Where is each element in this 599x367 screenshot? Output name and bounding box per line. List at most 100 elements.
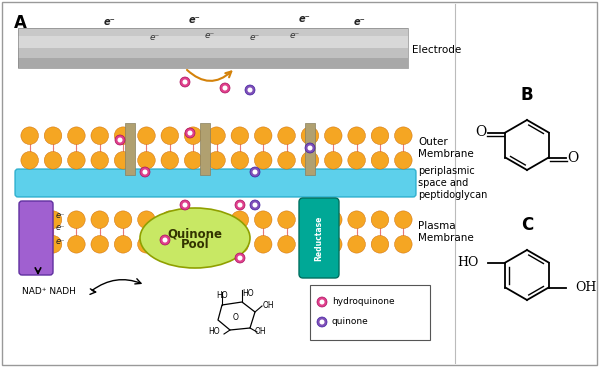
Circle shape	[317, 297, 327, 307]
Text: OH: OH	[255, 327, 267, 336]
FancyBboxPatch shape	[299, 198, 339, 278]
Circle shape	[238, 203, 242, 207]
Circle shape	[183, 80, 187, 84]
Circle shape	[305, 143, 315, 153]
Circle shape	[114, 127, 132, 145]
Circle shape	[371, 211, 389, 229]
Circle shape	[183, 203, 187, 207]
Text: e⁻: e⁻	[104, 17, 116, 27]
Circle shape	[68, 152, 85, 169]
Bar	[310, 285, 430, 340]
Circle shape	[185, 128, 195, 138]
Circle shape	[301, 127, 319, 145]
FancyArrowPatch shape	[187, 70, 231, 81]
Bar	[125, 123, 135, 175]
Circle shape	[208, 152, 225, 169]
Circle shape	[161, 152, 179, 169]
Circle shape	[231, 127, 249, 145]
Circle shape	[114, 152, 132, 169]
Circle shape	[161, 211, 179, 229]
Ellipse shape	[140, 208, 250, 268]
Circle shape	[114, 236, 132, 253]
Circle shape	[278, 211, 295, 229]
Circle shape	[161, 127, 179, 145]
Circle shape	[143, 170, 147, 174]
Circle shape	[255, 236, 272, 253]
Circle shape	[308, 146, 312, 150]
Text: e⁻: e⁻	[189, 15, 201, 25]
Circle shape	[44, 211, 62, 229]
Circle shape	[208, 127, 225, 145]
Text: O: O	[476, 126, 487, 139]
Circle shape	[250, 200, 260, 210]
Circle shape	[21, 152, 38, 169]
Circle shape	[138, 152, 155, 169]
Text: Reductase: Reductase	[314, 215, 323, 261]
Bar	[18, 28, 408, 68]
Circle shape	[21, 211, 38, 229]
Circle shape	[118, 138, 122, 142]
Text: HO: HO	[216, 291, 228, 300]
Bar	[200, 123, 210, 175]
Text: B: B	[521, 86, 533, 104]
Bar	[18, 28, 408, 36]
Circle shape	[395, 211, 412, 229]
Circle shape	[255, 127, 272, 145]
Bar	[305, 123, 315, 175]
Circle shape	[278, 152, 295, 169]
FancyBboxPatch shape	[15, 169, 416, 197]
Circle shape	[231, 152, 249, 169]
Text: e⁻: e⁻	[56, 237, 65, 247]
Circle shape	[348, 236, 365, 253]
Circle shape	[231, 211, 249, 229]
Circle shape	[21, 127, 38, 145]
Text: Plasma
Membrane: Plasma Membrane	[418, 221, 474, 243]
Circle shape	[44, 127, 62, 145]
Text: O: O	[233, 312, 239, 321]
Circle shape	[138, 127, 155, 145]
Circle shape	[231, 236, 249, 253]
Circle shape	[348, 152, 365, 169]
Circle shape	[255, 152, 272, 169]
Circle shape	[184, 127, 202, 145]
Circle shape	[180, 200, 190, 210]
Circle shape	[220, 83, 230, 93]
Text: e⁻: e⁻	[250, 33, 260, 43]
Circle shape	[348, 127, 365, 145]
Circle shape	[180, 77, 190, 87]
Text: e⁻: e⁻	[205, 32, 215, 40]
Circle shape	[371, 127, 389, 145]
Circle shape	[235, 253, 245, 263]
Circle shape	[68, 211, 85, 229]
Text: e⁻: e⁻	[56, 211, 65, 219]
Circle shape	[301, 152, 319, 169]
Text: e⁻: e⁻	[354, 17, 366, 27]
Circle shape	[91, 152, 108, 169]
Circle shape	[68, 236, 85, 253]
Circle shape	[371, 152, 389, 169]
Circle shape	[325, 211, 342, 229]
Bar	[18, 48, 408, 58]
Circle shape	[320, 320, 324, 324]
Circle shape	[301, 236, 319, 253]
Text: Outer
Membrane: Outer Membrane	[418, 137, 474, 159]
Circle shape	[278, 236, 295, 253]
Text: e⁻: e⁻	[56, 224, 65, 233]
Circle shape	[184, 211, 202, 229]
Circle shape	[248, 88, 252, 92]
Circle shape	[238, 256, 242, 260]
Circle shape	[44, 236, 62, 253]
Text: A: A	[14, 14, 27, 32]
Circle shape	[208, 211, 225, 229]
Circle shape	[163, 238, 167, 242]
Circle shape	[317, 317, 327, 327]
Text: NAD⁺ NADH: NAD⁺ NADH	[22, 287, 76, 297]
Text: OH: OH	[576, 281, 597, 294]
Circle shape	[91, 127, 108, 145]
Text: HO: HO	[242, 289, 254, 298]
Circle shape	[138, 236, 155, 253]
Circle shape	[91, 211, 108, 229]
Circle shape	[208, 236, 225, 253]
Text: Electrode: Electrode	[412, 45, 461, 55]
Circle shape	[395, 152, 412, 169]
